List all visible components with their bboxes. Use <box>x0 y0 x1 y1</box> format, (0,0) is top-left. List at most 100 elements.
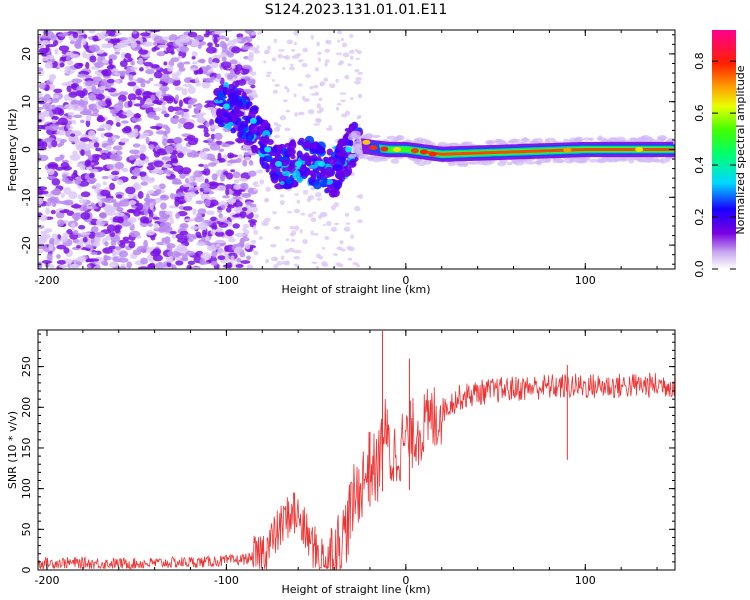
spectrogram-noise-speck <box>310 230 314 236</box>
spectrogram-noise-speck <box>74 138 80 145</box>
spectrogram-noise-speck <box>239 240 245 248</box>
spectrogram-noise-speck <box>163 113 170 118</box>
spectrogram-noise-speck <box>183 121 195 130</box>
spectrogram-noise-speck <box>71 212 82 220</box>
snr-frame <box>37 329 676 571</box>
spectrogram-noise-speck <box>94 62 104 69</box>
spectrogram-y-ticks: -20 -10 0 10 20 <box>20 34 675 265</box>
spectrogram-noise-speck <box>190 187 197 192</box>
spectrogram-noise-speck <box>279 115 287 121</box>
spectrogram-noise-speck <box>210 76 216 81</box>
spectrogram-signal-blob <box>233 109 243 118</box>
spectrogram-noise-speck <box>194 77 200 84</box>
spectrogram-signal-blob <box>230 95 239 106</box>
spectrogram-noise-speck <box>170 57 180 63</box>
spectrogram-noise-speck <box>51 104 56 110</box>
spectrogram-noise-speck <box>191 266 200 269</box>
spectrogram-signal-blob <box>330 188 340 198</box>
spectrogram-noise-speck <box>45 193 55 198</box>
spectrogram-noise-speck <box>324 62 328 67</box>
spectrogram-signal-blob <box>216 108 223 118</box>
spectrogram-noise-speck <box>109 261 119 268</box>
spectrogram-signal-blob <box>213 99 224 104</box>
spectrogram-signal-blob <box>349 139 354 147</box>
spectrogram-noise-speck <box>109 232 116 237</box>
spectrogram-halo-speck <box>498 141 509 146</box>
spectrogram-noise-speck <box>254 213 259 219</box>
spectrogram-noise-speck <box>347 63 352 67</box>
spectrogram-noise-speck <box>217 208 223 213</box>
spectrogram-noise-speck <box>180 257 189 262</box>
spectrogram-signal-blob <box>261 161 270 169</box>
spectrogram-halo-speck <box>507 139 518 144</box>
spectrogram-noise-speck <box>104 132 114 138</box>
spectrogram-halo-speck <box>536 158 546 162</box>
spectrogram-noise-speck <box>56 254 61 259</box>
spectrogram-noise-speck <box>210 133 216 140</box>
spectrogram-noise-speck <box>45 125 51 130</box>
spectrogram-noise-speck <box>293 255 301 260</box>
spectrogram-noise-speck <box>144 158 150 164</box>
spectrogram-noise-speck <box>112 145 123 151</box>
spectrogram-noise-speck <box>181 88 188 96</box>
spectrogram-noise-speck <box>114 32 122 36</box>
spectrogram-hot-spot <box>222 103 230 110</box>
spectrogram-noise-speck <box>56 259 66 265</box>
spectrogram-noise-speck <box>227 159 238 164</box>
spectrogram-signal-blob <box>222 112 230 117</box>
spectrogram-noise-speck <box>166 173 171 177</box>
spectrogram-noise-speck <box>282 66 286 71</box>
spectrogram-signal-blob <box>323 156 329 162</box>
spectrogram-noise-speck <box>57 108 65 116</box>
spectrogram-noise-speck <box>155 169 165 174</box>
spectrogram-noise-speck <box>233 183 241 190</box>
spectrogram-noise-speck <box>46 61 53 65</box>
spectrogram-halo-speck <box>497 161 506 167</box>
spectrogram-noise-speck <box>209 143 221 151</box>
spectrogram-noise-speck <box>259 179 265 185</box>
spectrogram-noise-speck <box>190 225 199 230</box>
spectrogram-noise-speck <box>207 42 213 48</box>
spectrogram-noise-speck <box>253 188 258 192</box>
spectrogram-noise-speck <box>129 149 140 154</box>
spectrogram-noise-speck <box>191 56 196 60</box>
spectrogram-noise-speck <box>233 200 243 208</box>
spectrogram-noise-speck <box>59 62 65 68</box>
spectrogram-noise-speck <box>50 209 56 215</box>
spectrogram-noise-speck <box>82 237 88 243</box>
spectrogram-signal-blob <box>285 176 293 185</box>
spectrogram-halo-speck <box>534 161 543 165</box>
spectrogram-noise-speck <box>64 103 75 110</box>
spectrogram-hot-spot <box>344 146 352 153</box>
spectrogram-noise-speck <box>50 98 60 103</box>
spectrogram-noise-speck <box>80 119 85 123</box>
spectrogram-noise-speck <box>200 152 208 160</box>
spectrogram-halo-speck <box>659 157 667 164</box>
spectrogram-noise-speck <box>167 105 175 113</box>
spectrogram-noise-speck <box>314 117 322 123</box>
spectrogram-noise-speck <box>253 184 261 187</box>
spectrogram-noise-speck <box>51 115 59 121</box>
spectrogram-signal-blob <box>334 148 341 154</box>
spectrogram-noise-speck <box>136 245 148 253</box>
spectrogram-noise-speck <box>91 185 97 189</box>
spectrogram-noise-speck <box>100 132 105 139</box>
spectrogram-noise-speck <box>261 220 267 226</box>
spectrogram-noise-speck <box>246 264 254 269</box>
spectrogram-noise-speck <box>243 55 249 60</box>
spectrogram-halo-speck <box>358 154 364 160</box>
spectrogram-noise-speck <box>79 231 91 236</box>
spectrogram-noise-speck <box>72 103 80 111</box>
spectrogram-noise-speck <box>137 57 144 66</box>
spectrogram-noise-speck <box>114 246 122 251</box>
spectrogram-y-tick-label: 10 <box>20 95 33 109</box>
spectrogram-noise-speck <box>108 58 113 66</box>
spectrogram-noise-speck <box>145 230 155 236</box>
spectrogram-noise-speck <box>161 156 171 161</box>
spectrogram-noise-speck <box>294 112 298 117</box>
spectrogram-noise-speck <box>169 192 175 200</box>
spectrogram-noise-speck <box>314 191 322 198</box>
spectrogram-noise-speck <box>335 262 342 266</box>
spectrogram-noise-speck <box>230 255 235 261</box>
spectrogram-noise-speck <box>197 125 207 129</box>
